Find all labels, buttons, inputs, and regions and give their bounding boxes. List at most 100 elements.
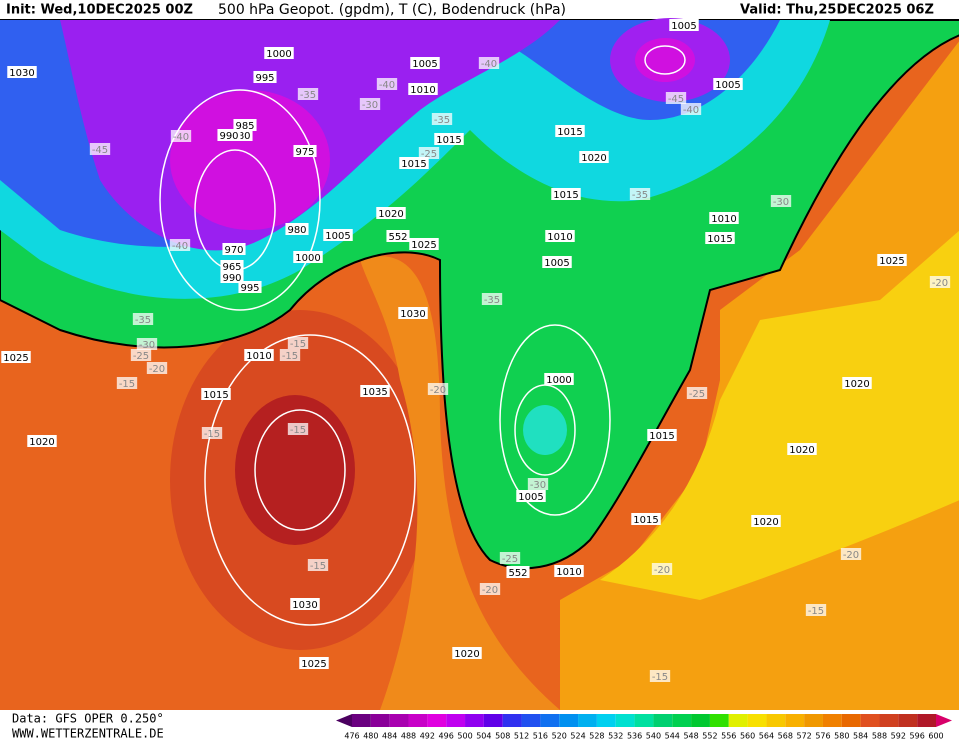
isobar-label: 995 <box>238 281 262 294</box>
isobar-label: 990 <box>217 129 241 142</box>
temperature-label-text: -25 <box>421 149 437 160</box>
isobar-label: 1025 <box>299 657 329 670</box>
isobar-label-text: 1015 <box>401 159 426 170</box>
isobar-label: 1020 <box>842 377 872 390</box>
isobar-label-text: 1005 <box>518 492 543 503</box>
isobar-label: 1005 <box>516 490 546 503</box>
isobar-label-box <box>253 71 277 83</box>
temperature-label-box <box>130 349 152 361</box>
isobar-label-box <box>545 230 575 242</box>
temperature-label: -20 <box>840 548 862 561</box>
isobar-label-text: 1030 <box>400 309 425 320</box>
temperature-label-text: -30 <box>139 340 155 351</box>
temperature-label: -30 <box>770 195 792 208</box>
isobar-label: 1020 <box>787 443 817 456</box>
colorbar-segment <box>578 714 597 727</box>
temperature-label-box <box>686 387 708 399</box>
isobar-label-text: 1035 <box>362 387 387 398</box>
height-label: 552 <box>386 230 410 243</box>
isobar-label-text: 995 <box>240 283 259 294</box>
temperature-label-text: -20 <box>430 385 446 396</box>
isobar-label-text: 995 <box>255 73 274 84</box>
temperature-label-box <box>499 552 521 564</box>
colorbar-label: 516 <box>533 732 548 741</box>
colorbar-segment <box>822 714 842 727</box>
isobar-label-box <box>376 207 406 219</box>
colorbar-segment <box>502 714 522 727</box>
colorbar-segment <box>879 714 899 727</box>
temperature-label-box <box>651 563 673 575</box>
temperature-label: -25 <box>130 349 152 362</box>
temperature-label-box <box>929 276 951 288</box>
isobar-label-box <box>554 565 584 577</box>
colorbar-segment <box>766 714 786 727</box>
isobar-label: 1010 <box>545 230 575 243</box>
temperature-label-text: -15 <box>290 339 306 350</box>
isobar-label: 1015 <box>434 133 464 146</box>
isobar-label-text: 975 <box>295 147 314 158</box>
temperature-label-box <box>287 423 309 435</box>
temperature-label-box <box>649 670 671 682</box>
colorbar-arrow <box>336 714 352 727</box>
isobar-label-box <box>264 47 294 59</box>
temperature-label-text: -40 <box>173 132 189 143</box>
temperature-label-text: -20 <box>149 364 165 375</box>
colorbar-label: 532 <box>608 732 623 741</box>
isobar-label-box <box>285 223 309 235</box>
isobar-label-text: 1015 <box>633 515 658 526</box>
isobar-label-text: 1015 <box>649 431 674 442</box>
isobar-label: 1025 <box>877 254 907 267</box>
colorbar-label: 564 <box>759 732 774 741</box>
temperature-label-text: -15 <box>310 561 326 572</box>
isobar-label-text: 1025 <box>879 256 904 267</box>
isobar-label-box <box>201 388 231 400</box>
temperature-label-text: -35 <box>135 315 151 326</box>
temperature-label: -25 <box>418 147 440 160</box>
isobar-label-box <box>233 119 257 131</box>
temperature-label-box <box>680 103 702 115</box>
colorbar-label: 496 <box>439 732 454 741</box>
isobar-label-text: 980 <box>287 225 306 236</box>
temperature-label-text: -45 <box>92 145 108 156</box>
isobar-label-text: 1010 <box>711 214 736 225</box>
isobar-label-text: 1015 <box>557 127 582 138</box>
colorbar-label: 596 <box>910 732 925 741</box>
colorbar-label: 560 <box>740 732 755 741</box>
temperature-label-box <box>169 239 191 251</box>
temperature-label-box <box>479 583 501 595</box>
isobar-label-text: 1005 <box>715 80 740 91</box>
colorbar-segment <box>841 714 861 727</box>
temperature-label-text: -35 <box>300 90 316 101</box>
temperature-label: -25 <box>686 387 708 400</box>
isobar-label-text: 1015 <box>553 190 578 201</box>
isobar-label: 1015 <box>631 513 661 526</box>
colorbar-label: 600 <box>928 732 943 741</box>
isobar-label: 1015 <box>201 388 231 401</box>
isobar-label-text: 1015 <box>436 135 461 146</box>
isobar-label-box <box>238 281 262 293</box>
isobar-label-text: 1025 <box>3 353 28 364</box>
colorbar-segment <box>352 714 371 727</box>
colorbar-label: 568 <box>778 732 793 741</box>
colorbar-segment <box>596 714 616 727</box>
isobar-label-box <box>877 254 907 266</box>
isobar-label: 1010 <box>709 212 739 225</box>
colorbar-label: 492 <box>420 732 435 741</box>
temperature-label-box <box>201 427 223 439</box>
temperature-label: -30 <box>527 478 549 491</box>
valid-time: Valid: Thu,25DEC2025 06Z <box>740 3 934 18</box>
isobar-label-text: 1020 <box>581 153 606 164</box>
colorbar-segment <box>370 714 390 727</box>
temperature-label-text: -40 <box>683 105 699 116</box>
isobar-label-text: 1030 <box>9 68 34 79</box>
colorbar-segment <box>408 714 428 727</box>
temperature-label-text: -35 <box>484 295 500 306</box>
temperature-label: -15 <box>805 604 827 617</box>
temperature-label-text: -40 <box>481 59 497 70</box>
isobar-label-box <box>434 133 464 145</box>
isobar-label: 985 <box>233 119 257 132</box>
isobar-label: 965 <box>220 260 244 273</box>
isobar-label-box <box>293 251 323 263</box>
isobar-label-text: 1020 <box>378 209 403 220</box>
colorbar-segment <box>521 714 541 727</box>
